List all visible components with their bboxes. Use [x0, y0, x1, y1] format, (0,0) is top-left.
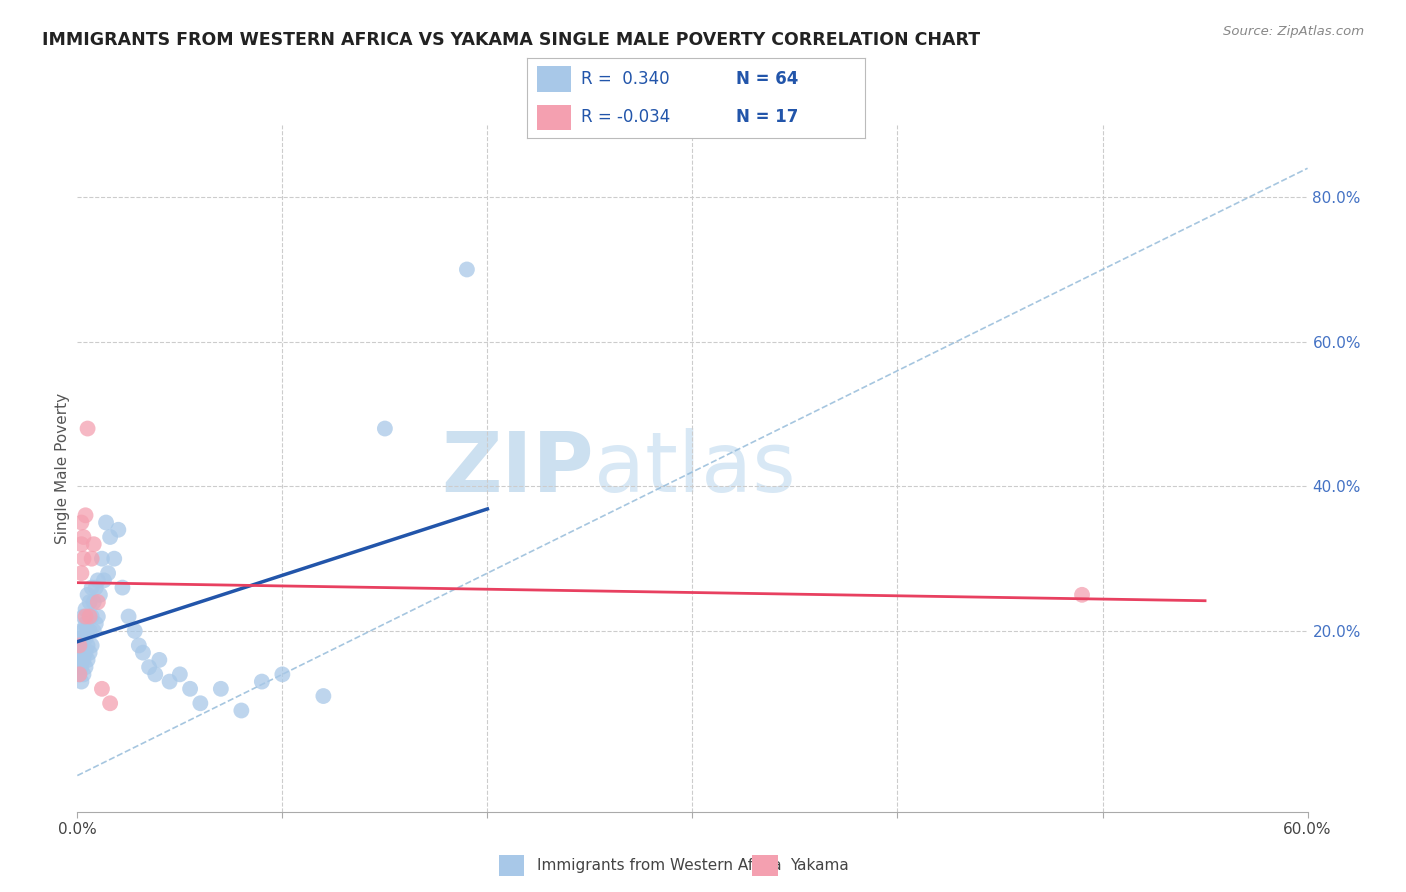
Point: [83, 595, 105, 609]
Point: [179, 681, 201, 696]
Point: [209, 681, 232, 696]
Text: Yakama: Yakama: [790, 858, 849, 872]
Point: [75, 609, 97, 624]
Point: [79, 624, 101, 638]
Point: [70, 674, 93, 689]
Point: [90, 551, 114, 566]
Point: [75, 616, 97, 631]
Point: [70, 537, 93, 551]
Point: [72, 624, 94, 638]
Point: [70, 660, 93, 674]
Point: [72, 639, 94, 653]
Point: [84, 581, 107, 595]
Text: Source: ZipAtlas.com: Source: ZipAtlas.com: [1223, 25, 1364, 38]
Point: [67, 667, 90, 681]
Point: [148, 653, 170, 667]
Point: [80, 609, 103, 624]
Point: [87, 574, 110, 588]
Point: [89, 588, 111, 602]
Point: [83, 624, 105, 638]
Point: [374, 421, 396, 435]
Point: [79, 595, 101, 609]
Point: [70, 624, 93, 638]
Point: [132, 646, 155, 660]
Point: [143, 667, 166, 681]
Point: [90, 681, 114, 696]
Text: N = 17: N = 17: [737, 109, 799, 127]
Point: [75, 508, 97, 523]
Point: [94, 516, 117, 530]
Point: [271, 667, 294, 681]
Point: [103, 551, 125, 566]
Point: [76, 639, 98, 653]
Point: [312, 689, 335, 703]
Y-axis label: Single Male Poverty: Single Male Poverty: [55, 392, 70, 544]
Point: [98, 530, 121, 544]
Point: [75, 631, 97, 645]
Point: [72, 653, 94, 667]
Point: [70, 631, 93, 645]
Text: ZIP: ZIP: [441, 428, 595, 508]
Point: [97, 566, 120, 581]
Point: [70, 566, 93, 581]
Text: R = -0.034: R = -0.034: [581, 109, 671, 127]
Point: [67, 653, 90, 667]
Point: [76, 653, 98, 667]
Point: [72, 551, 94, 566]
Point: [72, 609, 94, 624]
Point: [75, 646, 97, 660]
Point: [98, 696, 121, 710]
Point: [250, 674, 273, 689]
Point: [1071, 588, 1094, 602]
Point: [72, 667, 94, 681]
Point: [87, 609, 110, 624]
Point: [70, 646, 93, 660]
Point: [138, 660, 160, 674]
Point: [107, 523, 129, 537]
Point: [80, 639, 103, 653]
Point: [67, 660, 90, 674]
Text: IMMIGRANTS FROM WESTERN AFRICA VS YAKAMA SINGLE MALE POVERTY CORRELATION CHART: IMMIGRANTS FROM WESTERN AFRICA VS YAKAMA…: [42, 31, 980, 49]
Bar: [537, 104, 571, 130]
Point: [117, 609, 139, 624]
Bar: [537, 66, 571, 92]
Point: [67, 639, 90, 653]
Point: [231, 704, 253, 718]
Point: [80, 581, 103, 595]
Point: [67, 646, 90, 660]
Point: [70, 516, 93, 530]
Point: [80, 551, 103, 566]
Point: [84, 616, 107, 631]
Text: N = 64: N = 64: [737, 70, 799, 87]
Point: [159, 674, 181, 689]
Point: [76, 588, 98, 602]
Point: [87, 595, 110, 609]
Point: [188, 696, 212, 710]
Point: [70, 653, 93, 667]
Point: [79, 609, 101, 624]
Point: [124, 624, 146, 638]
Point: [67, 667, 90, 681]
Point: [169, 667, 191, 681]
Point: [111, 581, 134, 595]
Point: [83, 537, 105, 551]
Point: [76, 421, 98, 435]
Point: [72, 530, 94, 544]
Text: Immigrants from Western Africa: Immigrants from Western Africa: [537, 858, 782, 872]
Point: [79, 646, 101, 660]
Point: [67, 639, 90, 653]
Text: R =  0.340: R = 0.340: [581, 70, 669, 87]
Point: [128, 639, 150, 653]
Point: [75, 602, 97, 616]
Text: atlas: atlas: [595, 428, 796, 508]
Point: [93, 574, 115, 588]
Point: [75, 660, 97, 674]
Point: [456, 262, 478, 277]
Point: [76, 624, 98, 638]
